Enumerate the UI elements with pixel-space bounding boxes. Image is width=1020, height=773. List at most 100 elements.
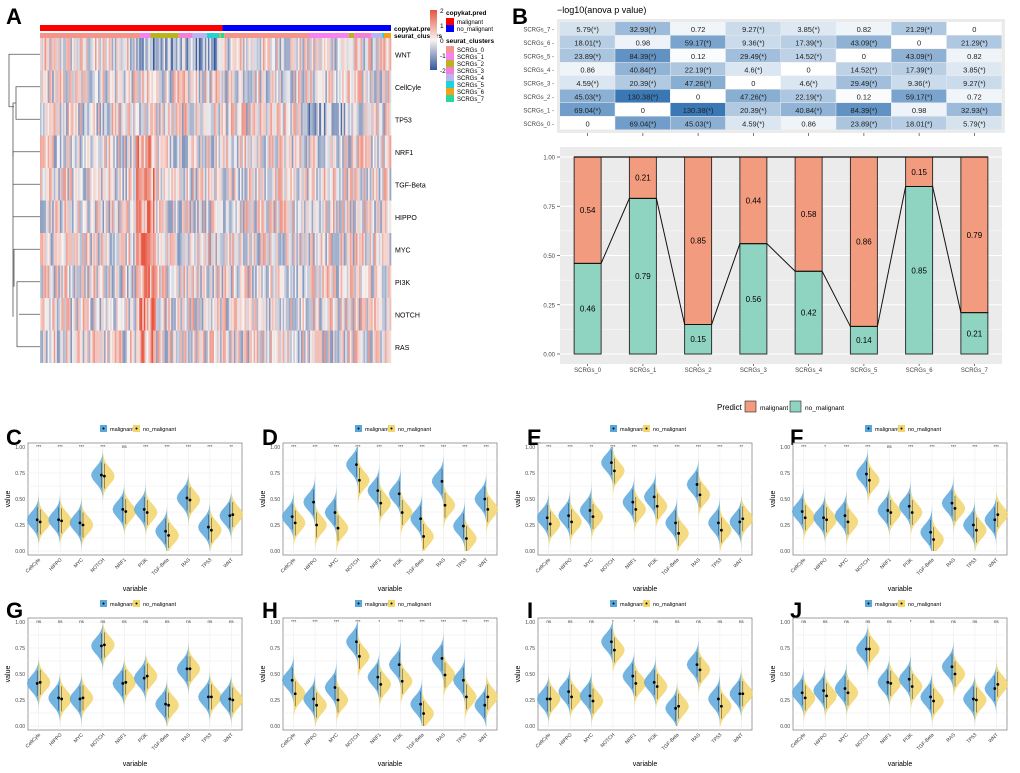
heatmap-cell — [59, 135, 62, 168]
heatmap-cell — [108, 233, 111, 266]
violin-half-no-malignant — [167, 668, 179, 726]
heatmap-cell — [267, 330, 270, 363]
median-point-no-malignant — [846, 520, 850, 524]
heatmap-cell — [247, 103, 250, 136]
heatmap-cell — [104, 135, 106, 168]
heatmap-cell — [322, 135, 325, 168]
heatmap-cell — [302, 135, 305, 168]
heatmap-cell — [293, 265, 296, 298]
heatmap-cell — [146, 330, 149, 363]
heatmap-cell — [270, 233, 273, 266]
heatmap-cell — [116, 330, 119, 363]
heatmap-cell — [117, 233, 120, 266]
violin-half-no-malignant — [698, 633, 711, 707]
heatmap-cell — [221, 70, 224, 103]
heatmap-cell — [131, 200, 134, 233]
heatmap-cell-label: 14.52(*) — [795, 52, 822, 61]
heatmap-cell — [41, 103, 44, 136]
legend-swatch-cluster — [446, 46, 454, 53]
heatmap-cell — [239, 103, 242, 136]
heatmap-cell — [279, 330, 282, 363]
heatmap-cell — [87, 168, 90, 201]
heatmap-cell — [389, 298, 392, 331]
violin-half-malignant — [91, 622, 103, 683]
heatmap-cell — [166, 168, 169, 201]
panel-label-a: A — [6, 4, 22, 29]
x-tick-label: TP53 — [966, 732, 979, 745]
violin-half-no-malignant — [102, 622, 115, 682]
violin-half-malignant — [176, 461, 189, 535]
median-point-malignant — [483, 497, 487, 501]
violin-half-no-malignant — [209, 493, 222, 551]
heatmap-cell — [239, 298, 242, 331]
violin-half-no-malignant — [167, 499, 179, 551]
heatmap-cell — [178, 200, 181, 233]
heatmap-cell — [314, 298, 317, 331]
heatmap-cell — [50, 233, 53, 266]
heatmap-cell — [84, 38, 87, 71]
heatmap-cell — [204, 135, 207, 168]
heatmap-cell — [294, 330, 297, 363]
heatmap-cell — [246, 200, 248, 233]
heatmap-cell — [232, 233, 235, 266]
median-point-no-malignant — [443, 673, 447, 677]
violin-half-no-malignant — [422, 500, 434, 551]
heatmap-cell — [265, 298, 268, 331]
heatmap-cell — [140, 330, 143, 363]
cluster-segment — [383, 33, 391, 38]
heatmap-cell — [241, 103, 244, 136]
median-point-no-malignant — [975, 528, 978, 532]
x-tick-label: RAS — [180, 732, 192, 744]
heatmap-cell — [101, 200, 103, 233]
heatmap-cell — [230, 298, 233, 331]
heatmap-cell — [174, 330, 177, 363]
heatmap-cell — [337, 103, 340, 136]
panel-c-violin: malignant no_malignant0.000.250.500.751.0… — [5, 425, 244, 593]
heatmap-cell — [105, 103, 108, 136]
x-tick-label: WNT — [222, 557, 234, 569]
heatmap-cell — [284, 233, 286, 266]
heatmap-cell — [339, 265, 341, 298]
y-tick-label: 1.00 — [270, 620, 280, 626]
heatmap-cell — [52, 103, 55, 136]
heatmap-cell — [252, 70, 254, 103]
heatmap-cell — [615, 22, 670, 35]
legend-label-copykat: no_malignant — [457, 27, 493, 33]
heatmap-cell — [201, 168, 204, 201]
heatmap-cell — [244, 103, 247, 136]
heatmap-cell — [250, 168, 253, 201]
heatmap-cell — [346, 38, 349, 71]
median-point-no-malignant — [336, 526, 340, 530]
heatmap-cell — [183, 70, 186, 103]
heatmap-cell — [381, 38, 384, 71]
heatmap-cell — [363, 200, 366, 233]
heatmap-cell — [291, 38, 294, 71]
heatmap-cell — [372, 200, 375, 233]
heatmap-cell — [339, 233, 341, 266]
x-tick-label: HIPPO — [813, 557, 828, 572]
panel-e-violin: malignant no_malignant0.000.250.500.751.0… — [515, 425, 753, 593]
heatmap-cell — [377, 38, 380, 71]
heatmap-cell — [279, 298, 282, 331]
heatmap-cell — [279, 103, 282, 136]
heatmap-cell — [159, 265, 161, 298]
heatmap-cell — [317, 168, 320, 201]
heatmap-cell — [44, 330, 47, 363]
heatmap-cell — [725, 89, 781, 103]
heatmap-cell — [236, 70, 239, 103]
heatmap-cell — [300, 38, 303, 71]
heatmap-cell-label: 0 — [696, 92, 700, 101]
heatmap-cell — [291, 265, 294, 298]
heatmap-cell — [40, 200, 42, 233]
bar-label-malignant: 0.79 — [967, 231, 983, 240]
color-scale-tick: -1 — [440, 53, 446, 60]
heatmap-cell — [145, 38, 148, 71]
heatmap-cell — [207, 103, 210, 136]
heatmap-cell — [252, 38, 254, 71]
heatmap-cell — [184, 265, 187, 298]
heatmap-cell — [174, 135, 177, 168]
heatmap-cell — [351, 298, 354, 331]
heatmap-cell — [160, 330, 163, 363]
heatmap-cell — [348, 38, 351, 71]
heatmap-cell — [284, 70, 286, 103]
